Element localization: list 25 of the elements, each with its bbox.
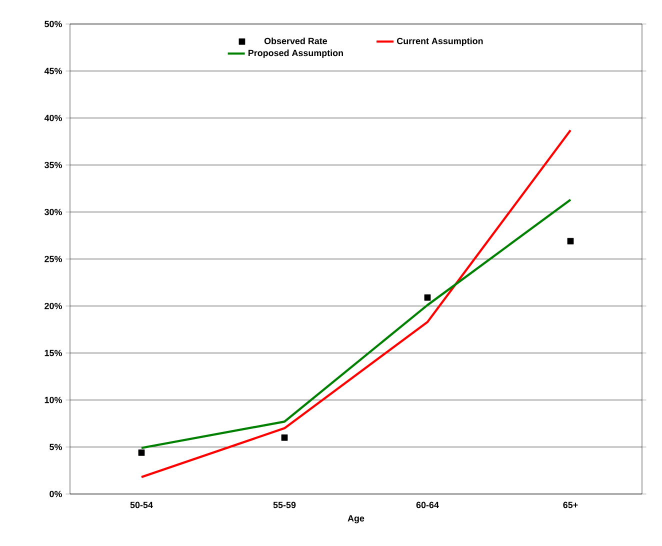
- y-tick-label: 45%: [44, 68, 62, 74]
- line-series: [140, 198, 572, 450]
- legend-label: Proposed Assumption: [248, 50, 343, 58]
- point: [567, 238, 574, 244]
- y-tick-label: 40%: [44, 114, 62, 122]
- y-tick-label: 50%: [44, 20, 62, 28]
- point: [424, 294, 431, 301]
- legend-label: Observed Rate: [264, 38, 328, 44]
- x-axis-title: Age: [348, 515, 364, 524]
- line-series: [140, 129, 572, 478]
- point: [138, 449, 145, 456]
- y-tick-label: 30%: [44, 208, 62, 216]
- x-tick-label: 50-54: [130, 502, 153, 508]
- x-tick-label: 65+: [563, 502, 578, 508]
- y-tick-label: 15%: [44, 350, 62, 356]
- y-tick-label: 0%: [50, 490, 62, 498]
- y-tick-label: 25%: [44, 256, 62, 262]
- y-tick-label: 10%: [44, 396, 62, 404]
- y-tick-label: 20%: [44, 302, 62, 310]
- x-tick-label: 60-64: [416, 502, 439, 508]
- point: [281, 434, 288, 441]
- legend-label: Current Assumption: [396, 38, 483, 46]
- y-tick-label: 5%: [50, 444, 62, 450]
- y-tick-label: 35%: [44, 162, 62, 168]
- x-tick-label: 55-59: [273, 502, 296, 508]
